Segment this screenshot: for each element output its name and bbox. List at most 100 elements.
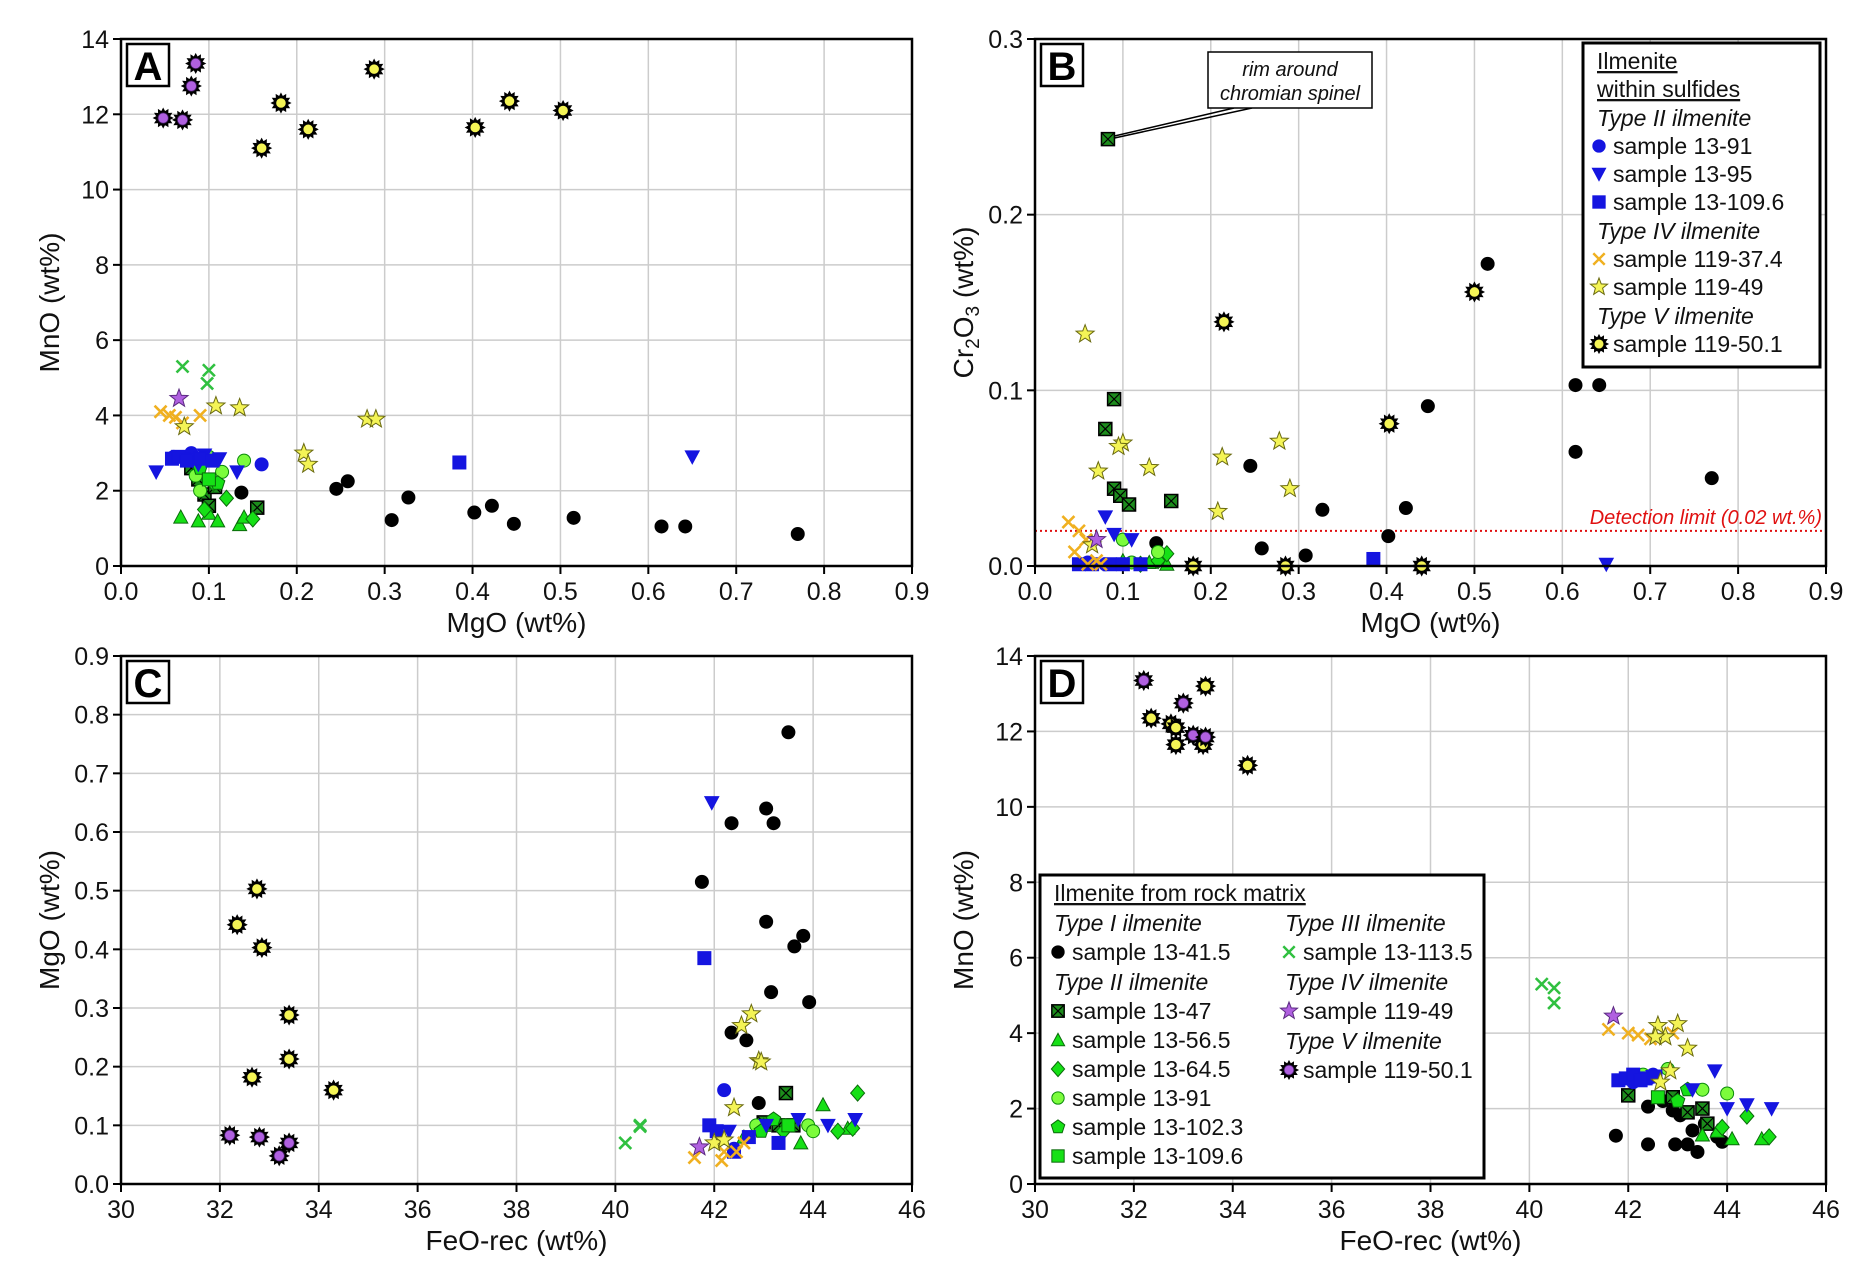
data-point — [1621, 1088, 1636, 1103]
x-tick-label: 0.1 — [192, 578, 227, 606]
series-sample-119-49 — [173, 395, 387, 474]
y-axis-label: MnO (wt%) — [948, 850, 979, 990]
data-point — [1547, 980, 1562, 995]
data-point — [1667, 1012, 1689, 1033]
plot-frame — [119, 654, 914, 1186]
panel-label-text: D — [1048, 662, 1077, 706]
series-sample-13-64-5 — [1714, 1107, 1777, 1146]
data-point — [1211, 446, 1233, 466]
legend-item-label: sample 13-91 — [1072, 1085, 1211, 1111]
data-point — [1724, 1130, 1740, 1146]
data-point — [790, 527, 805, 542]
data-point — [175, 359, 190, 374]
panel-label-text: C — [134, 662, 163, 706]
panel-label: D — [1039, 659, 1085, 706]
series-sample-13-109-6 — [781, 1118, 796, 1133]
data-point — [830, 1122, 846, 1140]
x-tick-label: 0.2 — [1193, 578, 1228, 606]
legend-marker — [1282, 945, 1296, 959]
data-point — [1094, 557, 1108, 572]
legend-group-header: Type IV ilmenite — [1597, 218, 1760, 244]
x-tick-label: 46 — [898, 1196, 926, 1224]
data-point — [787, 939, 802, 954]
x-tick-label: 34 — [305, 1196, 333, 1224]
data-point — [1123, 533, 1140, 548]
data-point — [723, 1096, 745, 1117]
panel-label-text: A — [134, 45, 163, 89]
data-point — [205, 453, 220, 468]
data-point — [697, 951, 712, 966]
series-sample-13-113-5 — [1534, 977, 1562, 1010]
data-point — [849, 1084, 866, 1102]
data-point — [248, 1126, 270, 1148]
legend-marker — [1050, 1119, 1066, 1134]
legend-marker — [1592, 252, 1606, 266]
legend-title: Ilmenite from rock matrix — [1054, 880, 1306, 906]
data-point — [1598, 557, 1615, 573]
data-point — [173, 415, 195, 436]
x-tick-label: 0.7 — [1633, 578, 1668, 606]
legend-item-label: sample 119-49 — [1613, 274, 1763, 300]
data-point — [750, 1051, 772, 1071]
data-point — [1720, 1086, 1735, 1101]
panel-label-text: B — [1048, 45, 1077, 89]
legend-item-label: sample 13-47 — [1072, 998, 1211, 1024]
data-point — [185, 52, 207, 75]
y-tick-label: 0.9 — [74, 643, 109, 671]
data-point — [1268, 430, 1290, 451]
data-point — [148, 465, 164, 480]
series-sample-119-49-matrix- — [1603, 1005, 1624, 1026]
legend-item-label: sample 13-109.6 — [1072, 1143, 1243, 1169]
data-point — [1706, 1064, 1723, 1079]
data-point — [171, 109, 194, 131]
data-point — [758, 1118, 774, 1134]
x-tick-label: 30 — [107, 1196, 135, 1224]
data-point — [1592, 378, 1607, 393]
data-point — [1608, 1128, 1623, 1143]
data-point — [1700, 1116, 1715, 1131]
x-axis-label: FeO-rec (wt%) — [1340, 1225, 1522, 1256]
data-point — [1138, 456, 1160, 477]
series-sample-13-41-5 — [234, 474, 805, 542]
data-point — [1647, 1014, 1669, 1035]
x-tick-label: 0.8 — [807, 578, 842, 606]
data-point — [1194, 726, 1217, 748]
legend-marker — [1051, 1149, 1065, 1163]
y-tick-label: 4 — [1009, 1020, 1023, 1048]
legend-group-header: Type IV ilmenite — [1285, 969, 1448, 995]
data-point — [781, 725, 796, 740]
x-tick-label: 0.4 — [1369, 578, 1404, 606]
data-point — [205, 395, 227, 415]
series-sample-119-50-1 — [251, 58, 574, 159]
data-point — [1098, 421, 1113, 437]
panel-label: B — [1039, 42, 1085, 89]
data-point — [340, 474, 355, 489]
data-point — [618, 1136, 633, 1150]
legend-group-header: Type II ilmenite — [1054, 969, 1208, 995]
legend-marker — [1279, 1000, 1299, 1020]
data-point — [847, 1112, 863, 1128]
data-point — [1366, 551, 1381, 566]
data-point — [278, 1132, 300, 1154]
series-sample-119-49-matrix- — [689, 1136, 710, 1156]
y-tick-label: 0.4 — [74, 936, 109, 964]
x-tick-label: 36 — [1318, 1196, 1346, 1224]
data-point — [1420, 399, 1435, 414]
x-tick-label: 32 — [1120, 1196, 1148, 1224]
y-tick-label: 6 — [1009, 945, 1023, 973]
data-point — [209, 512, 226, 528]
series-sample-119-49-matrix- — [168, 387, 190, 408]
data-point — [200, 376, 215, 391]
series-sample-119-49 — [1645, 1012, 1698, 1092]
data-point — [751, 1096, 766, 1111]
data-point — [153, 404, 168, 419]
legend-marker — [1592, 195, 1606, 209]
data-point — [241, 1066, 263, 1088]
data-point — [251, 137, 273, 159]
legend-item-label: sample 13-95 — [1613, 161, 1752, 187]
data-point — [1100, 131, 1116, 147]
legend-item-label: sample 13-64.5 — [1072, 1056, 1231, 1082]
data-point — [401, 490, 416, 505]
x-tick-label: 46 — [1812, 1196, 1840, 1224]
data-point — [684, 450, 701, 465]
